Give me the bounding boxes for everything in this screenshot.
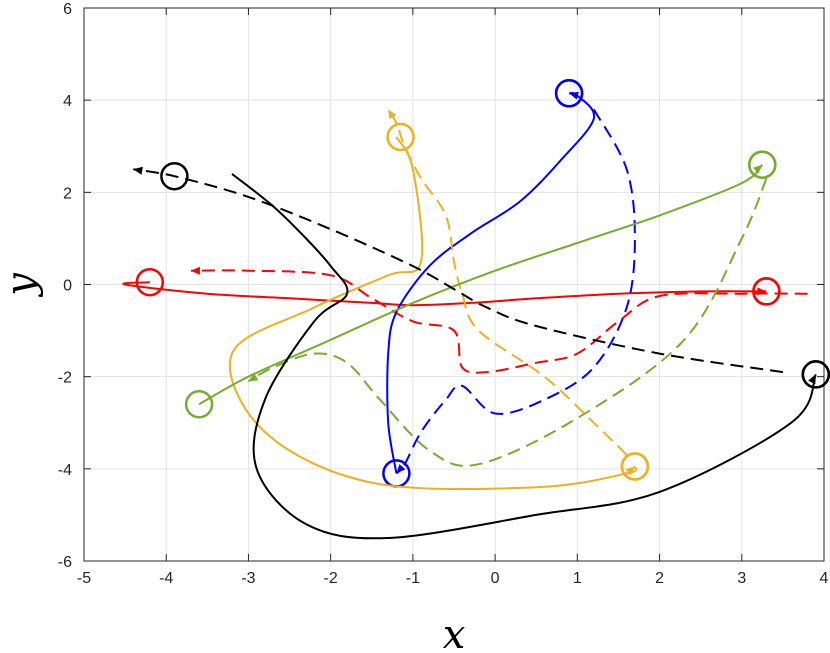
series-9 bbox=[133, 161, 830, 389]
series-arrowhead bbox=[133, 166, 143, 175]
series-8 bbox=[231, 173, 830, 540]
tick-marks bbox=[83, 7, 825, 562]
x-tick-label: 4 bbox=[820, 570, 829, 587]
series-arrowhead bbox=[248, 373, 259, 382]
series-arrowhead bbox=[190, 266, 200, 275]
x-tick-label: -5 bbox=[77, 570, 91, 587]
y-tick-label: -2 bbox=[58, 370, 72, 387]
series-arrowhead bbox=[808, 374, 816, 385]
series-4 bbox=[229, 122, 650, 491]
series-arrowhead bbox=[625, 466, 635, 476]
x-tick-label: -2 bbox=[324, 570, 338, 587]
y-tick-label: -4 bbox=[58, 462, 72, 479]
start-marker bbox=[386, 122, 415, 152]
series-5 bbox=[387, 108, 650, 481]
end-marker bbox=[160, 161, 189, 191]
series-1 bbox=[190, 266, 808, 374]
series-line bbox=[229, 136, 638, 491]
y-tick-label: 0 bbox=[63, 278, 72, 295]
x-tick-label: 0 bbox=[491, 570, 500, 587]
start-marker bbox=[752, 277, 781, 306]
series-arrowhead bbox=[396, 464, 406, 474]
series-arrowhead bbox=[569, 91, 579, 100]
start-marker bbox=[620, 452, 650, 481]
series-2 bbox=[382, 79, 596, 488]
series-group bbox=[122, 79, 830, 540]
start-marker bbox=[184, 390, 214, 419]
start-marker bbox=[554, 79, 584, 108]
series-line bbox=[395, 108, 636, 475]
x-axis-label: x bbox=[443, 612, 466, 653]
x-tick-label: -4 bbox=[159, 570, 173, 587]
x-tick-label: 2 bbox=[655, 570, 664, 587]
series-line bbox=[387, 108, 628, 456]
x-tick-label: -1 bbox=[406, 570, 420, 587]
series-7 bbox=[247, 150, 777, 467]
series-line bbox=[198, 163, 764, 406]
series-line bbox=[190, 269, 808, 374]
y-axis-label: y bbox=[0, 272, 44, 298]
y-tick-label: 6 bbox=[63, 1, 72, 18]
start-marker bbox=[135, 267, 165, 297]
series-line bbox=[386, 91, 596, 474]
y-tick-label: 2 bbox=[63, 185, 72, 202]
series-arrowhead bbox=[388, 109, 397, 120]
start-marker bbox=[748, 150, 777, 179]
y-tick-labels: -6 -4 -2 0 2 4 6 bbox=[58, 1, 72, 571]
series-line bbox=[247, 178, 768, 467]
series-arrowhead bbox=[753, 164, 763, 174]
series-line bbox=[133, 168, 784, 374]
start-marker bbox=[801, 360, 830, 389]
x-tick-label: 1 bbox=[573, 570, 582, 587]
series-line bbox=[231, 173, 817, 540]
x-tick-label: 3 bbox=[737, 570, 746, 587]
y-tick-label: 4 bbox=[63, 93, 72, 110]
x-tick-labels: -5 -4 -3 -2 -1 0 1 2 3 4 bbox=[77, 570, 829, 587]
series-3 bbox=[395, 79, 636, 475]
series-line bbox=[122, 281, 767, 307]
y-tick-label: -6 bbox=[58, 554, 72, 571]
grid-lines bbox=[83, 7, 825, 562]
x-tick-label: -3 bbox=[241, 570, 255, 587]
